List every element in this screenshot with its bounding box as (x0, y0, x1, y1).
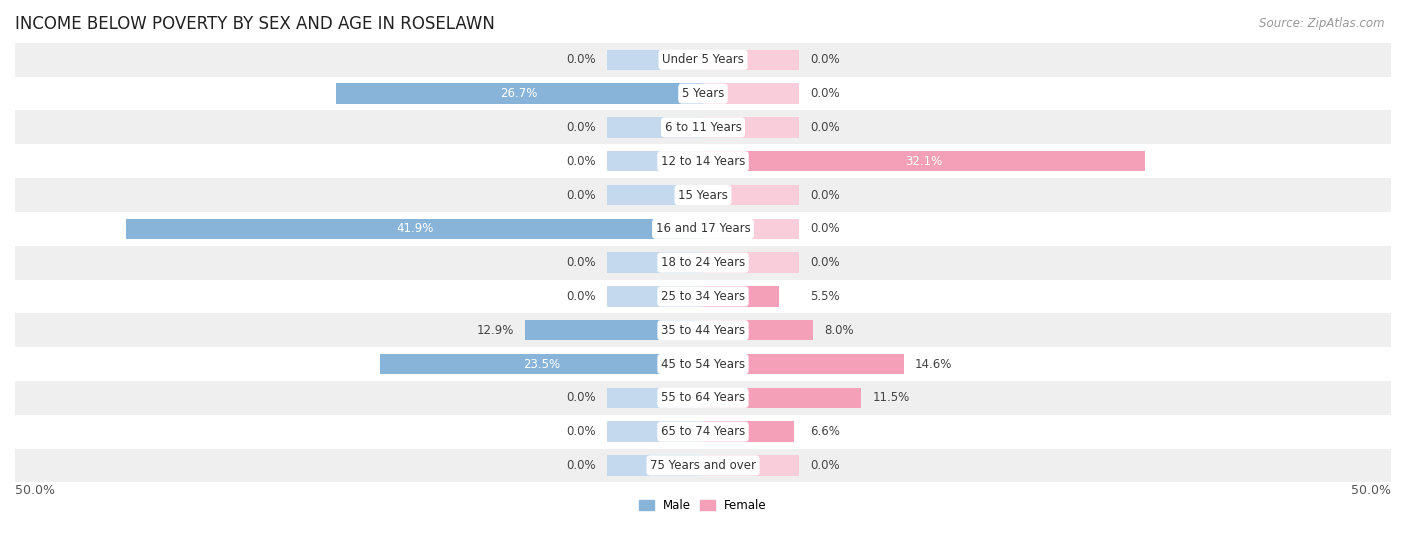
Bar (703, 388, 862, 408)
Text: INCOME BELOW POVERTY BY SEX AND AGE IN ROSELAWN: INCOME BELOW POVERTY BY SEX AND AGE IN R… (15, 15, 495, 33)
Bar (703, 84, 800, 104)
Bar (606, 185, 703, 205)
Text: 32.1%: 32.1% (905, 155, 942, 168)
Bar (15, 76, 1391, 110)
Bar (336, 84, 703, 104)
Text: 0.0%: 0.0% (567, 459, 596, 472)
Text: 0.0%: 0.0% (810, 189, 839, 201)
Text: 26.7%: 26.7% (501, 87, 538, 100)
Bar (15, 145, 1391, 178)
Text: 18 to 24 Years: 18 to 24 Years (661, 256, 745, 269)
Text: 0.0%: 0.0% (567, 425, 596, 438)
Text: 0.0%: 0.0% (567, 189, 596, 201)
Text: 0.0%: 0.0% (810, 459, 839, 472)
Text: 41.9%: 41.9% (396, 222, 433, 235)
Text: 12 to 14 Years: 12 to 14 Years (661, 155, 745, 168)
Bar (606, 455, 703, 475)
Bar (606, 421, 703, 442)
Text: 15 Years: 15 Years (678, 189, 728, 201)
Bar (703, 151, 1144, 171)
Text: 0.0%: 0.0% (810, 256, 839, 269)
Bar (15, 212, 1391, 246)
Text: Source: ZipAtlas.com: Source: ZipAtlas.com (1260, 17, 1385, 30)
Bar (606, 286, 703, 306)
Text: 8.0%: 8.0% (824, 324, 853, 336)
Text: 25 to 34 Years: 25 to 34 Years (661, 290, 745, 303)
Text: 0.0%: 0.0% (567, 155, 596, 168)
Text: 65 to 74 Years: 65 to 74 Years (661, 425, 745, 438)
Text: 0.0%: 0.0% (567, 54, 596, 66)
Bar (606, 388, 703, 408)
Text: 0.0%: 0.0% (810, 54, 839, 66)
Bar (703, 117, 800, 137)
Bar (15, 381, 1391, 415)
Bar (703, 286, 779, 306)
Bar (703, 50, 800, 70)
Text: 0.0%: 0.0% (567, 121, 596, 134)
Bar (15, 415, 1391, 449)
Bar (703, 185, 800, 205)
Bar (703, 354, 904, 374)
Bar (15, 449, 1391, 482)
Bar (15, 347, 1391, 381)
Text: 0.0%: 0.0% (567, 256, 596, 269)
Bar (703, 455, 800, 475)
Bar (15, 246, 1391, 280)
Text: 0.0%: 0.0% (567, 290, 596, 303)
Text: 16 and 17 Years: 16 and 17 Years (655, 222, 751, 235)
Text: 6.6%: 6.6% (810, 425, 841, 438)
Text: 6 to 11 Years: 6 to 11 Years (665, 121, 741, 134)
Bar (15, 280, 1391, 313)
Bar (606, 50, 703, 70)
Text: 12.9%: 12.9% (477, 324, 515, 336)
Text: 75 Years and over: 75 Years and over (650, 459, 756, 472)
Bar (703, 252, 800, 273)
Text: 5 Years: 5 Years (682, 87, 724, 100)
Bar (703, 219, 800, 239)
Text: 50.0%: 50.0% (1351, 484, 1391, 497)
Bar (703, 320, 813, 340)
Bar (380, 354, 703, 374)
Text: 55 to 64 Years: 55 to 64 Years (661, 391, 745, 405)
Text: Under 5 Years: Under 5 Years (662, 54, 744, 66)
Text: 45 to 54 Years: 45 to 54 Years (661, 358, 745, 371)
Bar (703, 421, 794, 442)
Bar (606, 252, 703, 273)
Text: 35 to 44 Years: 35 to 44 Years (661, 324, 745, 336)
Bar (15, 110, 1391, 145)
Bar (15, 43, 1391, 76)
Legend: Male, Female: Male, Female (636, 496, 770, 516)
Bar (526, 320, 703, 340)
Text: 50.0%: 50.0% (15, 484, 55, 497)
Bar (606, 117, 703, 137)
Bar (15, 313, 1391, 347)
Text: 0.0%: 0.0% (810, 87, 839, 100)
Bar (15, 178, 1391, 212)
Text: 0.0%: 0.0% (810, 121, 839, 134)
Text: 23.5%: 23.5% (523, 358, 560, 371)
Bar (606, 151, 703, 171)
Text: 0.0%: 0.0% (567, 391, 596, 405)
Text: 0.0%: 0.0% (810, 222, 839, 235)
Bar (127, 219, 703, 239)
Text: 11.5%: 11.5% (872, 391, 910, 405)
Text: 14.6%: 14.6% (915, 358, 952, 371)
Text: 5.5%: 5.5% (810, 290, 839, 303)
